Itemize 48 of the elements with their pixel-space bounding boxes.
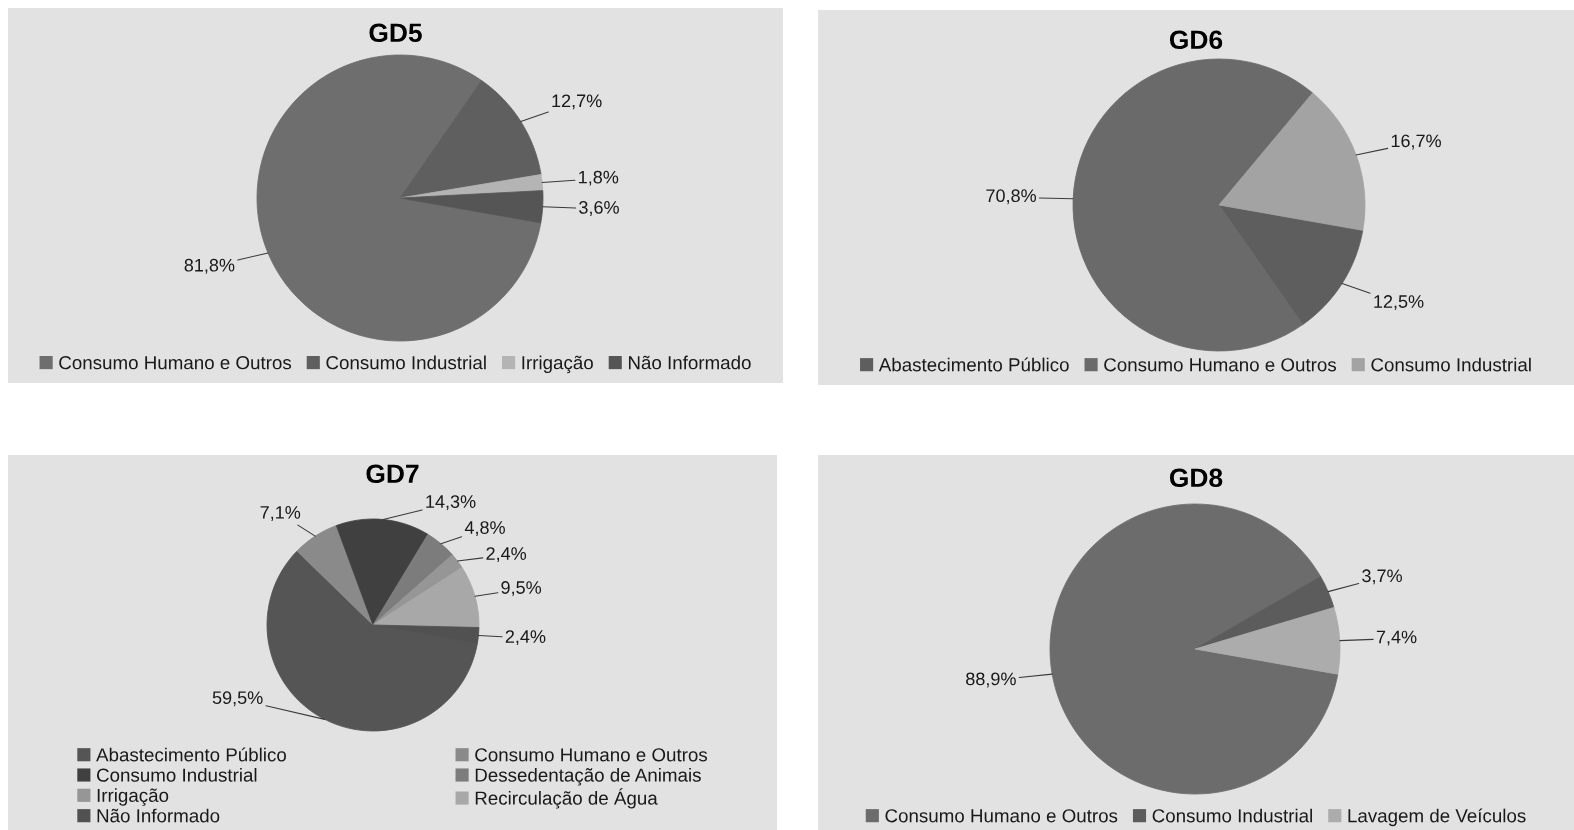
data-label: 7,4% (1376, 630, 1417, 646)
data-label: 12,7% (552, 94, 602, 110)
pie-slice (372, 554, 463, 626)
data-label: 81,8% (184, 258, 235, 274)
pie-slice (1194, 607, 1341, 675)
legend-label: Lavagem de Veículos (1348, 808, 1526, 827)
data-label: 59,5% (212, 691, 263, 707)
data-label: 2,4% (505, 630, 546, 646)
data-label: 7,1% (260, 506, 301, 521)
data-label: 3,7% (1362, 569, 1402, 585)
data-label: 2,4% (486, 547, 527, 563)
data-label: 14,3% (426, 495, 476, 511)
pie-slice (372, 533, 453, 626)
legend-label: Dessedentação de Animais (475, 767, 701, 786)
legend-label: Não Informado (97, 808, 220, 823)
legend-label: Abastecimento Público (96, 747, 286, 762)
legend-label: Abastecimento Público (878, 357, 1069, 372)
legend-label: Consumo Humano e Outros (59, 356, 292, 370)
data-label: 4,8% (464, 521, 505, 537)
pie-slice (296, 525, 374, 626)
pie-slice (1194, 576, 1335, 650)
legend-label: Recirculação de Água (475, 788, 658, 809)
legend-label: Consumo Industrial (1371, 357, 1531, 372)
chart-title: GD7 (366, 464, 419, 484)
pie-slice (256, 54, 542, 342)
legend-label: Consumo Industrial (326, 355, 486, 370)
data-label: 12,5% (1374, 295, 1424, 311)
legend-label: Não Informado (628, 355, 751, 370)
legend-label: Consumo Humano e Outros (885, 809, 1118, 823)
pie-slice (266, 550, 478, 732)
legend-label: Consumo Humano e Outros (1104, 358, 1337, 372)
data-label: 9,5% (501, 581, 542, 597)
data-label: 3,6% (579, 201, 619, 216)
pie-slice (372, 567, 480, 628)
pie-slice (1049, 503, 1339, 795)
legend-label: Consumo Humano e Outros (475, 748, 708, 762)
data-label: 16,7% (1391, 134, 1441, 150)
legend-label: Consumo Industrial (1152, 808, 1312, 823)
data-label: 70,8% (986, 189, 1037, 205)
data-label: 88,9% (966, 672, 1016, 688)
legend-label: Consumo Industrial (97, 767, 257, 782)
data-label: 1,8% (579, 170, 619, 186)
pie-slice (1218, 92, 1366, 231)
chart-title: GD8 (1169, 468, 1223, 488)
legend-label: Irrigação (522, 355, 593, 374)
legend-label: Irrigação (97, 788, 169, 806)
chart-title: GD6 (1169, 30, 1223, 50)
chart-title: GD5 (369, 23, 422, 43)
